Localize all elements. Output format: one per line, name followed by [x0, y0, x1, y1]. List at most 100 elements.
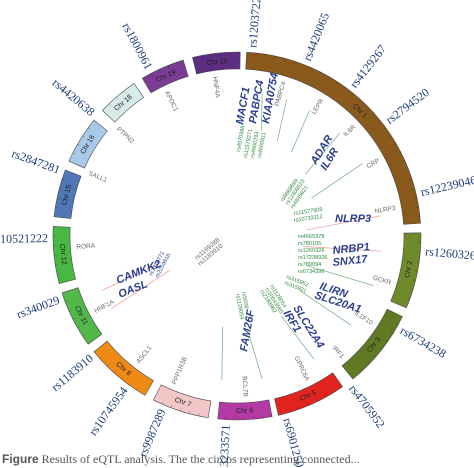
chromosome-tick	[77, 143, 81, 146]
chromosome-tick	[72, 152, 76, 155]
outer-snp-label: rs12239046	[419, 173, 474, 199]
outer-snp-label: rs2794520	[383, 85, 432, 127]
inner-snp: rs4660293	[250, 131, 260, 158]
link-line	[291, 110, 310, 153]
gene-label: GCKR	[372, 274, 392, 286]
inner-snp: rs4665378	[298, 234, 324, 240]
chromosome-tick	[283, 58, 285, 62]
gene-label: HNF1A	[93, 298, 116, 314]
chromosome-tick	[72, 317, 76, 320]
chromosome-tick	[357, 99, 361, 102]
outer-snp-label: rs13233571	[216, 424, 233, 468]
chromosome-tick	[410, 288, 414, 291]
link-line	[306, 265, 374, 286]
chromosome-tick	[56, 197, 61, 199]
chromosome-tick	[367, 361, 370, 364]
chromosome-tick	[360, 368, 363, 371]
chromosome-tick	[116, 96, 119, 100]
chromosome-label: Chr 20	[206, 58, 228, 67]
chromosome-tick	[87, 127, 91, 130]
chromosome-tick	[113, 370, 117, 373]
chromosome-tick	[414, 270, 418, 272]
chromosome-tick	[100, 356, 103, 360]
chromosome-tick	[371, 112, 374, 116]
chromosome-tick	[77, 326, 81, 329]
chromosome-tick	[406, 297, 410, 300]
chromosome-tick	[390, 331, 394, 334]
chromosome-tick	[189, 410, 191, 414]
chromosome-tick	[373, 354, 377, 357]
link-line	[299, 290, 352, 326]
cand-nlrp3: NLRP3	[335, 213, 371, 225]
chromosome-label: Chr 2	[404, 260, 414, 278]
chromosome-segment-chr-2	[390, 232, 422, 309]
chromosome-tick	[59, 188, 63, 190]
chromosome-tick	[395, 323, 399, 326]
chromosome-segment-chr-6	[217, 399, 273, 421]
caption-text: Results of eQTL analysis. The the circos…	[38, 452, 360, 466]
chromosome-segment-chr-8	[93, 340, 154, 396]
inner-links	[102, 93, 382, 381]
chromosome-tick	[170, 404, 173, 408]
chromosome-tick	[327, 76, 330, 80]
link-line	[111, 269, 171, 309]
chromosome-tick	[301, 64, 304, 68]
link-line	[311, 163, 363, 199]
gene-label: GPRC6A	[293, 355, 311, 383]
chromosome-segment-chr-11	[61, 287, 103, 345]
inner-snp: rs4660811	[257, 132, 267, 159]
gene-label: NLRP3	[374, 205, 396, 216]
chromosome-tick	[307, 402, 310, 406]
link-line	[248, 335, 263, 379]
chromosome-segment-chr-19	[141, 59, 189, 94]
gene-label: APOC1	[163, 90, 179, 113]
chromosome-tick	[332, 389, 335, 393]
inner-snp: rs11577609	[293, 207, 323, 217]
gene-label: IRF1	[331, 345, 346, 361]
chromosome-segment-chr-5	[274, 372, 343, 416]
inner-snp: rs1128054	[234, 293, 244, 320]
chromosome-tick	[123, 90, 126, 94]
chromosome-tick	[289, 409, 292, 413]
link-line	[277, 99, 287, 141]
cand-nrbp1: NRBP1	[332, 241, 370, 257]
link-line	[305, 133, 340, 175]
chromosome-tick	[109, 103, 112, 106]
outer-snp-label: rs1183910	[48, 351, 95, 394]
chromosome-label: Chr 7	[174, 397, 193, 409]
inner-snp: rs10733112	[293, 214, 323, 224]
chromosome-tick	[298, 405, 301, 409]
chromosome-segment-chr-12	[52, 226, 77, 284]
chromosome-tick	[68, 309, 72, 312]
chromosome-tick	[398, 152, 402, 155]
chromosome-tick	[335, 81, 338, 85]
inner-snp: rs1260326	[298, 248, 324, 254]
chromosome-segment-chr-20	[192, 51, 241, 75]
gene-label: HNF4A	[211, 76, 221, 99]
chromosome-tick	[150, 73, 153, 77]
link-line	[102, 261, 162, 291]
gene-label: LEPR	[311, 97, 326, 115]
gene-label: SALL1	[87, 170, 108, 184]
chromosome-tick	[364, 105, 368, 109]
outer-snp-label: rs2847281	[10, 146, 62, 176]
chromosome-segment-chr-7	[153, 384, 212, 419]
inner-snp-labels: rs4970988 rs11579271 rs4660293 rs4660811…	[148, 125, 327, 320]
link-line	[281, 316, 315, 360]
chromosome-tick	[161, 401, 164, 405]
chromosome-tick	[106, 363, 110, 367]
inner-snp: rs11579271	[243, 129, 254, 159]
chromosome-tick	[411, 188, 415, 190]
outer-snp-label: rs10521222	[0, 231, 48, 246]
chromosome-tick	[136, 387, 139, 391]
chromosome-tick	[343, 86, 346, 90]
chromosome-tick	[350, 92, 353, 96]
chromosome-tick	[405, 169, 409, 172]
link-line	[221, 326, 223, 381]
chromosome-segment-chr-3	[341, 308, 403, 380]
chromosome-tick	[402, 160, 406, 163]
gene-label: BCL7B	[241, 376, 249, 397]
gene-label: ASCL1	[135, 344, 153, 365]
